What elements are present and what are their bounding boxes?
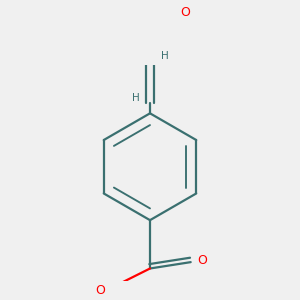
Text: O: O (181, 6, 190, 19)
Text: H: H (161, 51, 169, 61)
Text: H: H (132, 93, 140, 103)
Text: O: O (197, 254, 207, 267)
Text: O: O (95, 284, 105, 297)
